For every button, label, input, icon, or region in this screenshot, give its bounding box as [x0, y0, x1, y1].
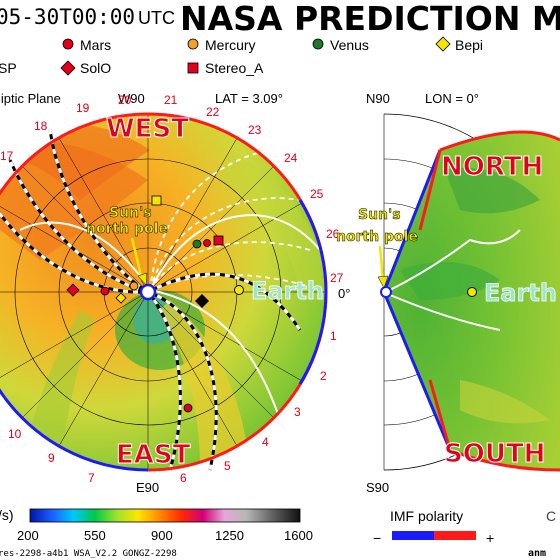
model-footer: res-2298-a4b1 WSA_V2.2 GONGZ-2298 — [0, 549, 177, 559]
colorbar-tick-label: 550 — [84, 528, 106, 543]
right-sun-icon — [380, 286, 392, 298]
tick-label: 5 — [224, 459, 231, 473]
imf-polarity-label: IMF polarity — [390, 508, 463, 524]
black-diamond-marker-icon — [195, 294, 209, 308]
pole-arrow-icon — [130, 237, 144, 281]
west-label: WEST — [106, 114, 189, 144]
timestamp: 05-30T00:00 — [0, 5, 135, 29]
tick-label: 9 — [48, 451, 55, 465]
right-pole-arrow-icon — [378, 245, 385, 281]
meridional-plane — [380, 113, 560, 472]
stereo-a-marker-icon — [213, 235, 224, 246]
tick-label: 7 — [88, 471, 95, 485]
bepi-marker-icon — [115, 292, 127, 304]
pole-label-line1: Sun's — [109, 205, 152, 221]
credit-footer: anm — [528, 548, 546, 559]
venus-marker-icon — [192, 239, 202, 249]
sun-icon — [139, 283, 157, 301]
tick-label: 27 — [330, 271, 344, 285]
mars-marker-icon — [62, 38, 74, 50]
earth-marker-icon — [234, 285, 244, 295]
mars-marker-icon — [203, 239, 211, 247]
corner-label: C — [546, 508, 556, 524]
ecliptic-plane-disc — [0, 112, 328, 472]
tick-label: 10 — [8, 427, 22, 441]
right-pole-label-line2: north pole — [336, 229, 418, 245]
solo-marker-icon — [66, 283, 80, 297]
lon-label: LON = 0° — [425, 91, 479, 106]
imf-positive-swatch — [434, 531, 476, 540]
east-label: EAST — [116, 440, 191, 470]
tick-label: 2 — [320, 369, 327, 383]
imf-negative-swatch — [392, 531, 434, 540]
south-label: SOUTH — [444, 439, 545, 469]
tick-label: 17 — [0, 149, 14, 163]
page-title: NASA PREDICTION MO — [180, 0, 560, 38]
right-top-direction-label: N90 — [366, 91, 390, 106]
legend-label-bepi: Bepi — [455, 37, 483, 53]
stereo-a-marker-icon — [187, 62, 199, 74]
legend-label-solo: SolO — [80, 60, 111, 76]
right-earth-label: Earth — [484, 279, 557, 307]
legend: Mars Mercury Venus Bepi SP SolO Stereo_A — [0, 36, 483, 76]
tick-label: 23 — [248, 123, 262, 137]
legend-label-mercury: Mercury — [205, 37, 256, 53]
legend-label-sp: SP — [0, 60, 17, 76]
right-earth-marker-icon — [467, 287, 477, 297]
solo-marker-icon — [60, 60, 76, 76]
utc-label: UTC — [138, 8, 175, 28]
spacecraft-marker-icon — [183, 403, 193, 413]
tick-label: 18 — [34, 119, 48, 133]
right-bottom-direction-label: S90 — [366, 480, 389, 495]
pole-arrow-head-icon — [137, 272, 148, 286]
imf-minus-label: − — [373, 530, 381, 546]
tick-label: 22 — [206, 105, 220, 119]
colorbar-tick-label: 1600 — [284, 528, 313, 543]
earth-label: Earth — [251, 277, 324, 305]
mars-marker-icon — [100, 286, 110, 296]
colorbar-ticks: 200 550 900 1250 1600 — [17, 528, 313, 543]
colorbar-tick-label: 200 — [17, 528, 39, 543]
legend-label-mars: Mars — [80, 37, 111, 53]
tick-label: 4 — [262, 435, 269, 449]
top-direction-label: W90 — [118, 91, 145, 106]
tick-label: 3 — [294, 405, 301, 419]
left-planets — [66, 195, 244, 413]
legend-label-stereo-a: Stereo_A — [205, 60, 264, 76]
mercury-marker-icon — [187, 38, 199, 50]
legend-label-venus: Venus — [330, 37, 369, 53]
north-label: NORTH — [441, 152, 543, 182]
tick-label: 6 — [180, 471, 187, 485]
bottom-direction-label: E90 — [136, 480, 159, 495]
venus-marker-icon — [312, 38, 324, 50]
colorbar-tick-label: 1250 — [215, 528, 244, 543]
colorbar-unit-label: /s) — [0, 507, 14, 523]
sp-marker-icon — [151, 195, 162, 206]
tick-label: 21 — [164, 93, 178, 107]
speed-colorbar — [29, 508, 301, 523]
tick-label: 20 — [118, 93, 132, 107]
right-pole-label-line1: Sun's — [358, 207, 401, 223]
imf-plus-label: + — [486, 530, 494, 546]
tick-label: 19 — [76, 101, 90, 115]
angle-label: 0° — [338, 286, 350, 301]
tick-label: 26 — [326, 227, 340, 241]
tick-label: 24 — [284, 151, 298, 165]
colorbar-tick-label: 900 — [151, 528, 173, 543]
tick-label: 25 — [310, 187, 324, 201]
pole-label-line2: north pole — [86, 221, 168, 237]
plane-label: liptic Plane — [0, 91, 61, 106]
right-pole-arrow-head-icon — [377, 275, 389, 289]
tick-label: 1 — [330, 329, 337, 343]
lat-label: LAT = 3.09° — [215, 91, 283, 106]
bepi-marker-icon — [435, 36, 451, 52]
mercury-marker-icon — [129, 281, 139, 291]
carrington-ticks: 2 3 4 5 6 7 9 10 1 17 18 19 20 21 22 23 … — [0, 93, 344, 485]
